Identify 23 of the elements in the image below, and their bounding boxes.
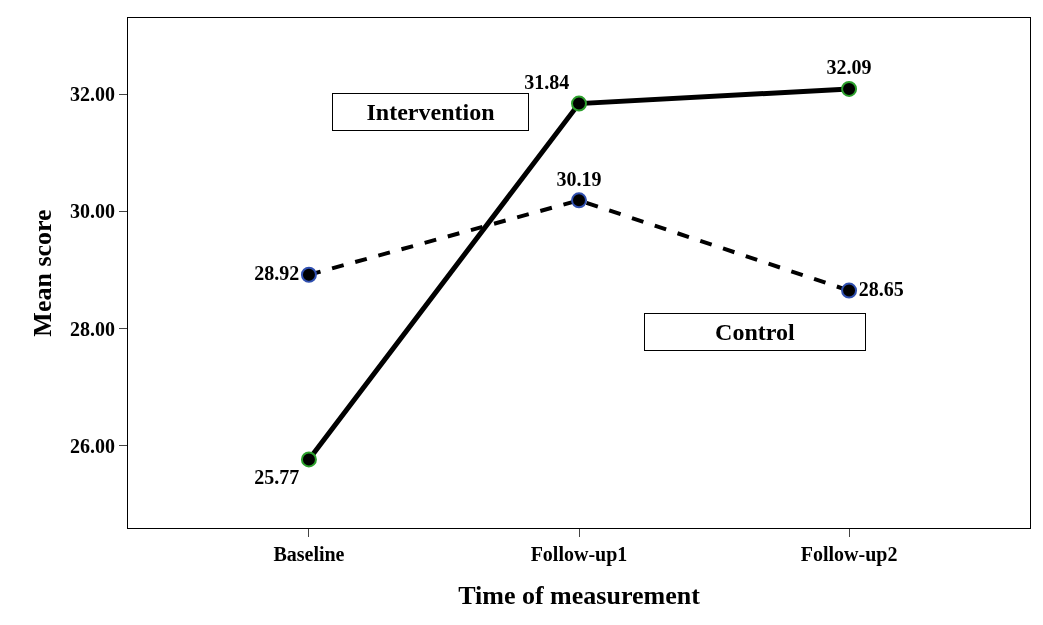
x-tick-label: Follow-up1: [530, 543, 628, 566]
data-label: 31.84: [524, 70, 570, 93]
point: [571, 95, 587, 112]
x-tick-label: Follow-up2: [800, 543, 898, 566]
point: [571, 192, 587, 209]
y-axis-title: Mean score: [28, 209, 58, 337]
x-axis-title: Time of measurement: [458, 580, 701, 610]
data-label: 30.19: [556, 167, 602, 190]
data-label: 28.92: [254, 261, 300, 284]
data-label: 32.09: [826, 56, 872, 79]
point: [841, 282, 858, 299]
y-tick-label: 26.00: [70, 434, 115, 457]
data-label: 28.65: [858, 277, 904, 300]
point: [841, 80, 858, 97]
x-tick-label: Baseline: [273, 543, 345, 565]
y-tick-label: 30.00: [70, 200, 115, 223]
y-tick-label: 28.00: [70, 317, 115, 340]
y-tick-label: 32.00: [70, 83, 115, 106]
series-label: Control: [715, 319, 795, 345]
point: [300, 266, 317, 283]
point: [300, 451, 317, 468]
data-label: 25.77: [254, 466, 300, 489]
text: Intervention: [366, 99, 495, 125]
